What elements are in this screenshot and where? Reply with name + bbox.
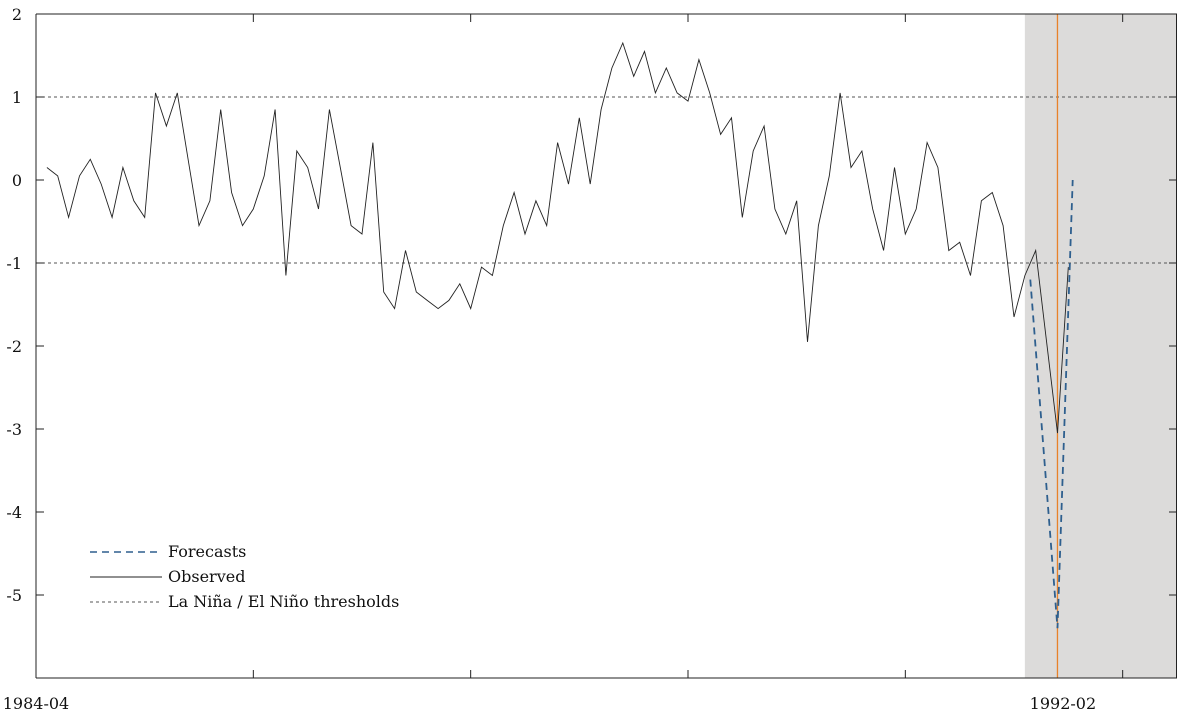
x-tick-label: 1984-04 xyxy=(3,694,69,713)
y-tick-label: -2 xyxy=(6,337,22,356)
y-tick-label: -4 xyxy=(6,503,22,522)
series-observed xyxy=(46,41,1069,434)
y-tick-label: 1 xyxy=(12,88,22,107)
y-tick-label: -5 xyxy=(6,586,22,605)
y-tick-label: -1 xyxy=(6,254,22,273)
y-tick-label: 0 xyxy=(12,171,22,190)
legend-label: La Niña / El Niño thresholds xyxy=(168,592,399,611)
legend-label: Observed xyxy=(168,567,245,586)
y-tick-label: -3 xyxy=(6,420,22,439)
y-tick-label: 2 xyxy=(12,5,22,24)
x-tick-label: 1992-02 xyxy=(1030,694,1096,713)
forecast-period-shading xyxy=(1024,14,1177,678)
series-forecasts xyxy=(1029,179,1074,629)
legend: Forecasts Observed La Niña / El Niño thres… xyxy=(90,542,399,611)
legend-label: Forecasts xyxy=(168,542,246,561)
